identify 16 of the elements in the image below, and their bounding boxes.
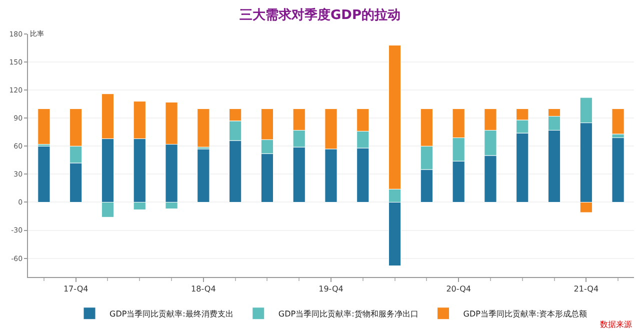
legend-label: GDP当季同比贡献率:最终消费支出	[110, 309, 234, 318]
bar	[612, 108, 624, 134]
bar	[197, 108, 210, 148]
bar	[197, 148, 210, 202]
x-tick-label: 21-Q4	[574, 284, 599, 294]
x-tick-label: 18-Q4	[191, 284, 216, 294]
bar	[38, 146, 50, 202]
legend-label: GDP当季同比贡献率:货物和服务净出口	[278, 309, 418, 318]
bar	[38, 108, 50, 145]
legend-label: GDP当季同比贡献率:资本形成总额	[463, 309, 588, 318]
chart-title: 三大需求对季度GDP的拉动	[240, 7, 400, 24]
x-tick-label: 17-Q4	[63, 284, 88, 294]
bar	[612, 137, 624, 202]
text: 数据来源	[600, 320, 632, 329]
x-tick-label: 19-Q4	[318, 284, 344, 294]
x-tick-label: 20-Q4	[446, 284, 471, 294]
